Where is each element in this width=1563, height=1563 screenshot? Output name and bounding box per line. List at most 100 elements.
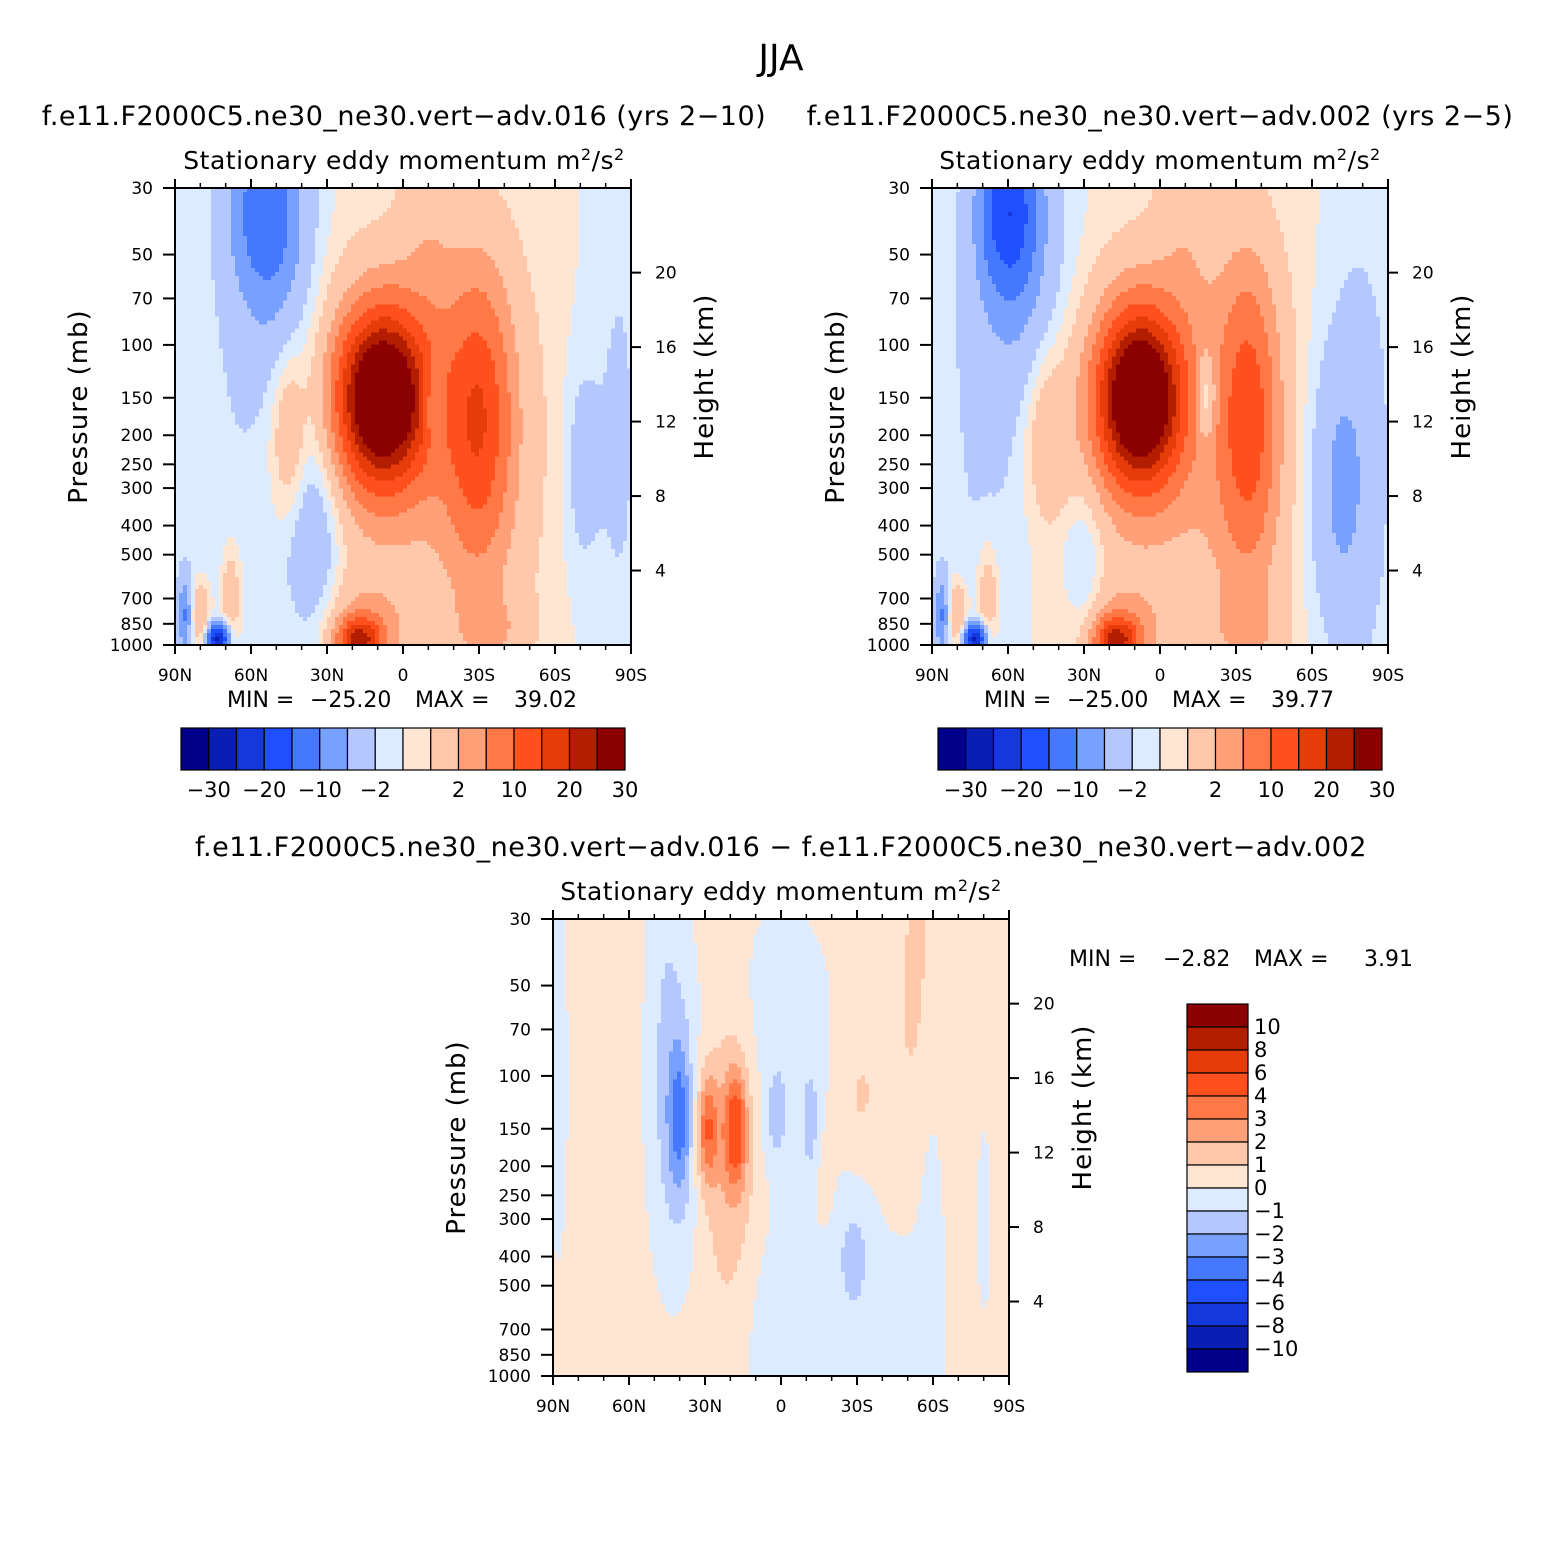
- colorbar-box: [1186, 1256, 1249, 1281]
- colorbar-label: −8: [1254, 1314, 1285, 1338]
- height-tick-label: 16: [1033, 1069, 1055, 1089]
- colorbar-box: [1186, 1348, 1249, 1373]
- colorbar-box: [402, 727, 432, 771]
- variable-title: Stationary eddy momentum m2/s2: [560, 876, 1001, 906]
- x-tick-label: 30S: [1220, 666, 1252, 686]
- colorbar-box: [1020, 727, 1050, 771]
- pressure-axis-label: Pressure (mb): [64, 309, 94, 503]
- min-label: MIN =: [227, 688, 294, 713]
- pressure-tick-label: 200: [499, 1157, 531, 1177]
- x-tick-label: 0: [1155, 666, 1166, 686]
- height-tick-label: 8: [655, 487, 666, 507]
- pressure-tick-label: 1000: [110, 636, 153, 656]
- pressure-tick-label: 1000: [867, 636, 910, 656]
- pressure-tick-label: 70: [509, 1020, 531, 1040]
- colorbar-box: [457, 727, 487, 771]
- colorbar-box: [513, 727, 543, 771]
- height-tick-label: 12: [655, 413, 677, 433]
- pressure-tick-label: 850: [499, 1346, 531, 1366]
- colorbar-box: [263, 727, 293, 771]
- case-title: f.e11.F2000C5.ne30_ne30.vert−adv.016 (yr…: [42, 101, 766, 132]
- colorbar-box: [1159, 727, 1189, 771]
- colorbar-label: −30: [944, 778, 988, 802]
- colorbar-label: 2: [452, 778, 465, 802]
- colorbar-label: 4: [1254, 1084, 1267, 1108]
- case-title: f.e11.F2000C5.ne30_ne30.vert−adv.002 (yr…: [807, 101, 1514, 132]
- colorbar-label: −4: [1254, 1268, 1285, 1292]
- x-tick-label: 60N: [234, 666, 268, 686]
- contour-field: [932, 188, 1388, 645]
- colorbar-label: −10: [1055, 778, 1099, 802]
- colorbar-box: [992, 727, 1022, 771]
- max-value: 39.02: [514, 688, 577, 713]
- x-tick-label: 30N: [310, 666, 344, 686]
- colorbar-label: 10: [1254, 1015, 1281, 1039]
- min-label: MIN =: [1069, 947, 1136, 972]
- min-value: −2.82: [1163, 947, 1230, 972]
- colorbar-box: [1186, 1210, 1249, 1235]
- colorbar-label: 8: [1254, 1038, 1267, 1062]
- min-value: −25.20: [310, 688, 391, 713]
- pressure-tick-label: 400: [499, 1248, 531, 1268]
- panel-top-right: f.e11.F2000C5.ne30_ne30.vert−adv.002 (yr…: [807, 101, 1514, 802]
- height-tick-label: 20: [655, 264, 677, 284]
- height-tick-label: 16: [655, 338, 677, 358]
- x-tick-label: 30N: [1067, 666, 1101, 686]
- colorbar-label: −6: [1254, 1291, 1285, 1315]
- colorbar-box: [1353, 727, 1383, 771]
- colorbar-label: 20: [556, 778, 583, 802]
- colorbar-box: [1186, 1049, 1249, 1074]
- pressure-tick-label: 100: [499, 1067, 531, 1087]
- colorbar-box: [568, 727, 598, 771]
- colorbar-box: [1048, 727, 1078, 771]
- max-label: MAX =: [415, 688, 490, 713]
- colorbar-box: [1186, 1141, 1249, 1166]
- x-tick-label: 90N: [536, 1397, 570, 1417]
- pressure-tick-label: 50: [131, 246, 153, 266]
- colorbar-label: −2: [1254, 1222, 1285, 1246]
- x-tick-label: 30N: [688, 1397, 722, 1417]
- x-tick-label: 0: [776, 1397, 787, 1417]
- colorbar-label: 3: [1254, 1107, 1267, 1131]
- colorbar-label: −2: [1117, 778, 1148, 802]
- colorbar-box: [1186, 1026, 1249, 1051]
- height-tick-label: 12: [1412, 413, 1434, 433]
- colorbar-label: 1: [1254, 1153, 1267, 1177]
- colorbar-label: 0: [1254, 1176, 1267, 1200]
- height-tick-label: 20: [1412, 264, 1434, 284]
- colorbar-box: [1214, 727, 1244, 771]
- variable-title: Stationary eddy momentum m2/s2: [939, 145, 1380, 175]
- panel-top-left: f.e11.F2000C5.ne30_ne30.vert−adv.016 (yr…: [42, 101, 766, 802]
- pressure-tick-label: 70: [888, 289, 910, 309]
- height-tick-label: 8: [1033, 1218, 1044, 1238]
- colorbar-box: [1186, 1072, 1249, 1097]
- pressure-tick-label: 300: [878, 479, 910, 499]
- colorbar-box: [1186, 1279, 1249, 1304]
- colorbar-box: [1186, 1187, 1249, 1212]
- max-value: 39.77: [1271, 688, 1334, 713]
- height-tick-label: 16: [1412, 338, 1434, 358]
- colorbar-box: [485, 727, 515, 771]
- colorbar-box: [596, 727, 626, 771]
- height-tick-label: 12: [1033, 1144, 1055, 1164]
- colorbar-box: [1325, 727, 1355, 771]
- pressure-tick-label: 850: [878, 615, 910, 635]
- colorbar-label: −1: [1254, 1199, 1285, 1223]
- colorbar-box: [1076, 727, 1106, 771]
- colorbar-box: [541, 727, 571, 771]
- colorbar-box: [291, 727, 321, 771]
- colorbar-label: −3: [1254, 1245, 1285, 1269]
- panel-difference: f.e11.F2000C5.ne30_ne30.vert−adv.016 − f…: [195, 832, 1413, 1417]
- figure-title: JJA: [756, 38, 804, 79]
- x-tick-label: 90N: [158, 666, 192, 686]
- pressure-tick-label: 30: [509, 910, 531, 930]
- x-tick-label: 60S: [539, 666, 571, 686]
- pressure-tick-label: 250: [878, 455, 910, 475]
- colorbar-box: [1186, 1095, 1249, 1120]
- x-tick-label: 60N: [612, 1397, 646, 1417]
- height-tick-label: 4: [655, 562, 666, 582]
- pressure-tick-label: 400: [121, 517, 153, 537]
- colorbar-label: −20: [999, 778, 1043, 802]
